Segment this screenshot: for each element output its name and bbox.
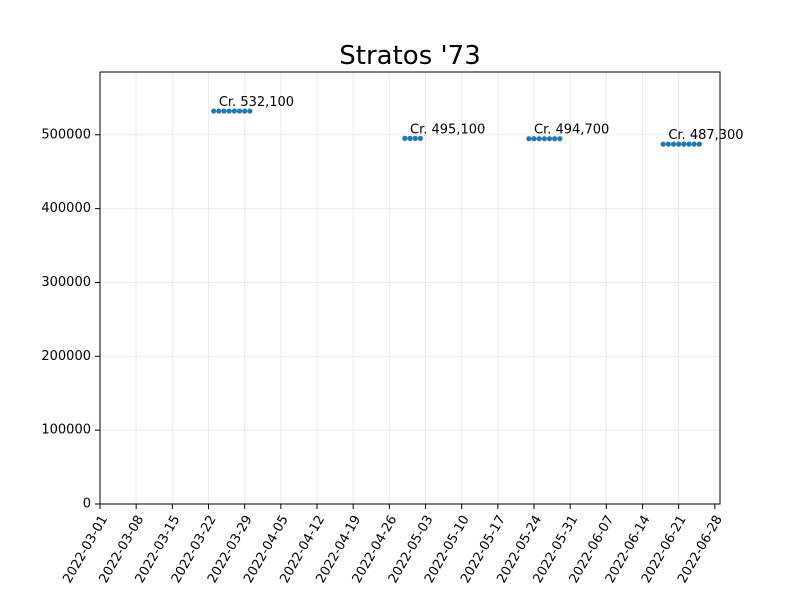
data-point (226, 108, 232, 114)
data-point (526, 136, 532, 142)
data-label: Cr. 487,300 (668, 128, 743, 143)
points-layer (211, 108, 702, 147)
data-point (236, 108, 243, 114)
data-label: Cr. 495,100 (410, 122, 485, 137)
data-label: Cr. 532,100 (219, 95, 294, 110)
data-point (660, 141, 666, 147)
data-point (211, 108, 217, 114)
data-point (665, 141, 671, 147)
data-point (231, 108, 237, 114)
y-tick-label: 200000 (41, 349, 91, 364)
data-point (402, 135, 408, 141)
labels-layer: Cr. 532,100 Cr. 495,100 Cr. 494,700 Cr. 487… (219, 95, 744, 143)
data-point (691, 141, 697, 147)
plot-frame (99, 71, 721, 505)
data-point (216, 108, 222, 114)
data-point (546, 136, 553, 142)
data-point (552, 136, 558, 142)
y-tick-label: 500000 (41, 127, 91, 142)
data-point (541, 136, 547, 142)
chart-title: Stratos '73 (339, 41, 480, 71)
data-label: Cr. 494,700 (534, 123, 609, 138)
data-point (417, 135, 423, 141)
y-tick-label: 300000 (41, 275, 91, 290)
data-point (686, 141, 692, 147)
data-point (696, 141, 702, 147)
data-point (536, 136, 542, 142)
data-point (676, 141, 682, 147)
data-point (681, 141, 687, 147)
data-point (407, 135, 413, 141)
data-point (557, 136, 563, 142)
data-point (242, 108, 248, 114)
data-point (221, 108, 227, 114)
y-tick-label: 0 (83, 497, 91, 512)
y-tick-label: 100000 (41, 423, 91, 438)
data-point (531, 136, 537, 142)
grid-layer (99, 72, 720, 505)
data-point (247, 108, 253, 114)
y-tick-label: 400000 (41, 201, 91, 216)
data-point (670, 141, 677, 147)
data-point (412, 135, 418, 141)
